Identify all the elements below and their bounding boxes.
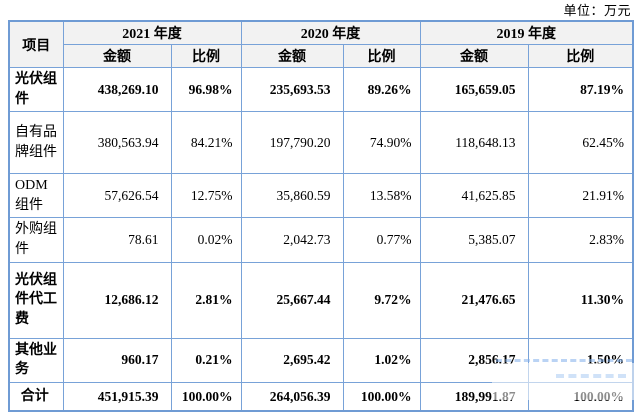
cell-amount-2019: 118,648.13: [419, 111, 529, 175]
cell-amount-2020: 197,790.20: [240, 111, 344, 175]
cell-ratio-2021: 12.75%: [170, 173, 242, 219]
revenue-table: 项目 2021 年度 2020 年度 2019 年度 金额 比例 金额 比例 金…: [8, 20, 634, 412]
cell-ratio-2019: 87.19%: [527, 66, 634, 113]
cell-amount-2019: 165,659.05: [419, 66, 529, 113]
cell-ratio-2021: 0.02%: [170, 217, 242, 263]
table-row-other-business: 其他业务 960.17 0.21% 2,695.42 1.02% 2,856.1…: [8, 337, 634, 383]
cell-ratio-2020: 1.02%: [342, 337, 421, 383]
col-header-amount-2019: 金额: [419, 44, 529, 68]
cell-amount-2019: 5,385.07: [419, 217, 529, 263]
cell-amount-2019: 2,856.17: [419, 337, 529, 383]
row-label: 光伏组件: [8, 66, 64, 113]
cell-amount-2021: 57,626.54: [62, 173, 172, 219]
col-header-item: 项目: [8, 20, 64, 68]
table-row-pv-modules: 光伏组件 438,269.10 96.98% 235,693.53 89.26%…: [8, 66, 634, 113]
header-row-years: 项目 2021 年度 2020 年度 2019 年度: [8, 20, 634, 68]
cell-amount-2020: 264,056.39: [240, 381, 344, 412]
cell-ratio-2020: 0.77%: [342, 217, 421, 263]
row-label: 光伏组件代工费: [8, 261, 64, 339]
cell-amount-2021: 960.17: [62, 337, 172, 383]
row-label: ODM组件: [8, 173, 64, 219]
table-row-total: 合计 451,915.39 100.00% 264,056.39 100.00%…: [8, 381, 634, 412]
cell-ratio-2021: 0.21%: [170, 337, 242, 383]
col-header-amount-2020: 金额: [240, 44, 344, 68]
cell-ratio-2020: 100.00%: [342, 381, 421, 412]
cell-ratio-2019: 11.30%: [527, 261, 634, 339]
cell-ratio-2019: 2.83%: [527, 217, 634, 263]
cell-amount-2021: 78.61: [62, 217, 172, 263]
table-row-oem-processing-fee: 光伏组件代工费 12,686.12 2.81% 25,667.44 9.72% …: [8, 261, 634, 339]
cell-amount-2021: 12,686.12: [62, 261, 172, 339]
cell-ratio-2021: 2.81%: [170, 261, 242, 339]
cell-ratio-2020: 89.26%: [342, 66, 421, 113]
cell-amount-2021: 380,563.94: [62, 111, 172, 175]
cell-amount-2021: 451,915.39: [62, 381, 172, 412]
row-label: 合计: [8, 381, 64, 412]
cell-ratio-2019: 100.00%: [527, 381, 634, 412]
table-row-own-brand-modules: 自有品牌组件 380,563.94 84.21% 197,790.20 74.9…: [8, 111, 634, 175]
col-header-ratio-2019: 比例: [527, 44, 634, 68]
col-header-ratio-2020: 比例: [342, 44, 421, 68]
row-label: 自有品牌组件: [8, 111, 64, 175]
cell-ratio-2020: 74.90%: [342, 111, 421, 175]
cell-amount-2020: 25,667.44: [240, 261, 344, 339]
cell-ratio-2020: 9.72%: [342, 261, 421, 339]
cell-ratio-2020: 13.58%: [342, 173, 421, 219]
unit-label: 单位：万元: [563, 3, 631, 18]
cell-amount-2020: 35,860.59: [240, 173, 344, 219]
cell-ratio-2021: 96.98%: [170, 66, 242, 113]
cell-ratio-2021: 100.00%: [170, 381, 242, 412]
cell-amount-2020: 235,693.53: [240, 66, 344, 113]
cell-amount-2019: 21,476.65: [419, 261, 529, 339]
col-header-year-2020: 2020 年度: [240, 20, 421, 45]
row-label: 外购组件: [8, 217, 64, 263]
cell-amount-2020: 2,042.73: [240, 217, 344, 263]
cell-amount-2020: 2,695.42: [240, 337, 344, 383]
table-row-purchased-modules: 外购组件 78.61 0.02% 2,042.73 0.77% 5,385.07…: [8, 217, 634, 263]
col-header-amount-2021: 金额: [62, 44, 172, 68]
col-header-year-2021: 2021 年度: [62, 20, 242, 45]
cell-amount-2021: 438,269.10: [62, 66, 172, 113]
col-header-year-2019: 2019 年度: [419, 20, 634, 45]
cell-ratio-2019: 1.50%: [527, 337, 634, 383]
header-row-measures: 金额 比例 金额 比例 金额 比例: [9, 44, 634, 68]
cell-ratio-2019: 21.91%: [527, 173, 634, 219]
row-label: 其他业务: [8, 337, 64, 383]
cell-amount-2019: 189,991.87: [419, 381, 529, 412]
col-header-ratio-2021: 比例: [170, 44, 242, 68]
cell-ratio-2021: 84.21%: [170, 111, 242, 175]
cell-ratio-2019: 62.45%: [527, 111, 634, 175]
cell-amount-2019: 41,625.85: [419, 173, 529, 219]
table-row-odm-modules: ODM组件 57,626.54 12.75% 35,860.59 13.58% …: [8, 173, 634, 219]
